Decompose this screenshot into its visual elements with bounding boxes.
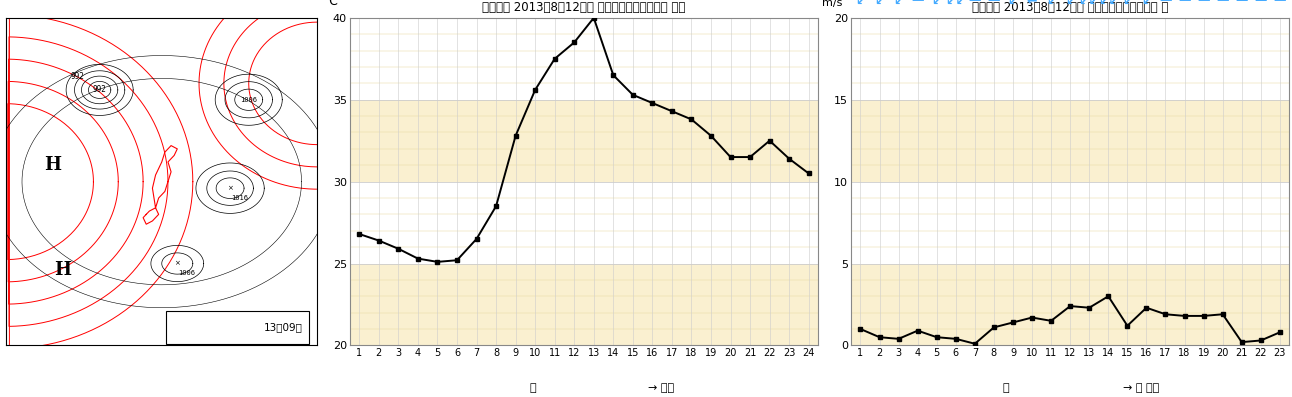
- Bar: [350, 181, 818, 264]
- Title: 江川崎　 2013年8月12日　 （１時間ごとの値）　 気温: 江川崎 2013年8月12日 （１時間ごとの値） 気温: [482, 1, 686, 14]
- Bar: [851, 18, 1289, 100]
- Text: —: —: [1159, 0, 1172, 8]
- Text: —: —: [1274, 0, 1286, 8]
- Text: → 気温: → 気温: [649, 383, 674, 393]
- Text: ←: ←: [1027, 0, 1037, 8]
- Text: 992: 992: [71, 72, 85, 81]
- Bar: [851, 100, 1289, 182]
- Text: —: —: [1255, 0, 1267, 8]
- Text: —: —: [911, 0, 924, 8]
- Text: —: —: [1217, 0, 1229, 8]
- Text: ℃: ℃: [324, 0, 337, 8]
- Text: 992: 992: [93, 85, 106, 94]
- Text: ×: ×: [174, 260, 180, 266]
- Text: ↙: ↙: [875, 0, 885, 8]
- Text: →  風速: →  風速: [1123, 383, 1159, 393]
- Text: ↙: ↙: [1045, 0, 1057, 8]
- Text: —: —: [1198, 0, 1209, 8]
- Text: 1016: 1016: [231, 195, 248, 201]
- Bar: [851, 182, 1289, 264]
- Text: ×: ×: [227, 185, 233, 191]
- Bar: [851, 264, 1289, 345]
- Text: ↙: ↙: [1141, 0, 1151, 8]
- Text: ↙: ↙: [1065, 0, 1075, 8]
- Text: ↙: ↙: [1123, 0, 1133, 8]
- Text: —: —: [1235, 0, 1248, 8]
- Text: m/s: m/s: [823, 0, 842, 8]
- Title: 江川崎　 2013年8月12日　 （１時間ごとの値）　 風: 江川崎 2013年8月12日 （１時間ごとの値） 風: [972, 1, 1168, 14]
- FancyBboxPatch shape: [167, 311, 309, 344]
- Text: ↙↙: ↙↙: [1079, 0, 1099, 8]
- Text: H: H: [44, 156, 62, 174]
- Text: H: H: [54, 261, 71, 279]
- Text: 1006: 1006: [178, 270, 195, 276]
- Text: —: —: [987, 0, 1000, 8]
- Bar: [350, 18, 818, 100]
- Bar: [350, 100, 818, 182]
- Text: —: —: [969, 0, 981, 8]
- Text: 時: 時: [528, 383, 536, 393]
- Text: ↙↙: ↙↙: [1098, 0, 1119, 8]
- Text: 13日09時: 13日09時: [264, 322, 304, 332]
- Text: ↙: ↙: [855, 0, 866, 8]
- Text: ↙↙: ↙↙: [946, 0, 966, 8]
- Text: 時: 時: [1003, 383, 1009, 393]
- Text: ↙: ↙: [932, 0, 942, 8]
- Text: —: —: [1178, 0, 1191, 8]
- Text: ↙: ↙: [1008, 0, 1018, 8]
- Text: 1006: 1006: [240, 97, 257, 103]
- Bar: [350, 264, 818, 345]
- Text: ↙: ↙: [893, 0, 904, 8]
